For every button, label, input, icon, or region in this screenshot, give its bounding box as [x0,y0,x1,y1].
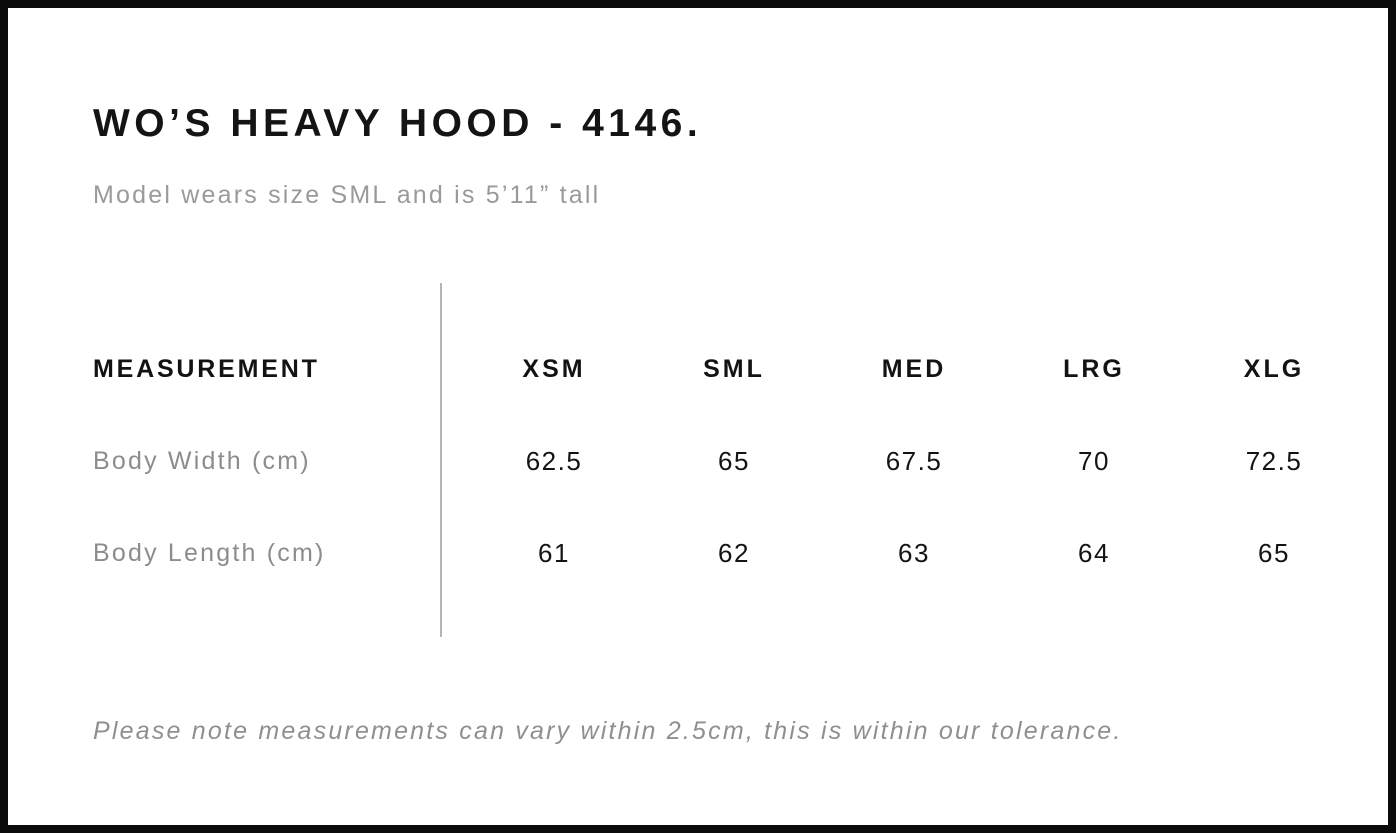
page-title: WO’S HEAVY HOOD - 4146. [93,102,703,145]
size-guide-content: WO’S HEAVY HOOD - 4146. Model wears size… [8,8,1388,746]
cell-value: 67.5 [885,445,943,476]
cell-value: 70 [1078,445,1110,476]
table-header-row: MEASUREMENT XSM SML MED LRG XLG [93,323,1364,415]
cell-value: 61 [538,537,570,568]
header-cell-lrg: LRG [1063,354,1125,383]
header-cell-med: MED [881,354,947,383]
cell-value: 64 [1078,537,1110,568]
row-label: Body Width (cm) [93,446,311,475]
header-cell-xsm: XSM [522,354,586,383]
header-cell-xlg: XLG [1243,354,1305,383]
cell-value: 72.5 [1245,445,1303,476]
cell-value: 63 [898,537,930,568]
column-divider [440,283,442,637]
row-label: Body Length (cm) [93,538,326,567]
header-cell-measurement: MEASUREMENT [93,354,320,383]
cell-value: 62.5 [525,445,583,476]
size-chart-table: MEASUREMENT XSM SML MED LRG XLG Body Wid… [93,283,1364,637]
table-row-body-length: Body Length (cm) 61 62 63 64 65 [93,507,1364,599]
cell-value: 65 [1258,537,1290,568]
table-row-body-width: Body Width (cm) 62.5 65 67.5 70 72.5 [93,415,1364,507]
tolerance-note: Please note measurements can vary within… [93,717,1123,745]
model-size-note: Model wears size SML and is 5’11” tall [93,181,601,209]
cell-value: 65 [718,445,750,476]
header-cell-sml: SML [703,354,765,383]
cell-value: 62 [718,537,750,568]
